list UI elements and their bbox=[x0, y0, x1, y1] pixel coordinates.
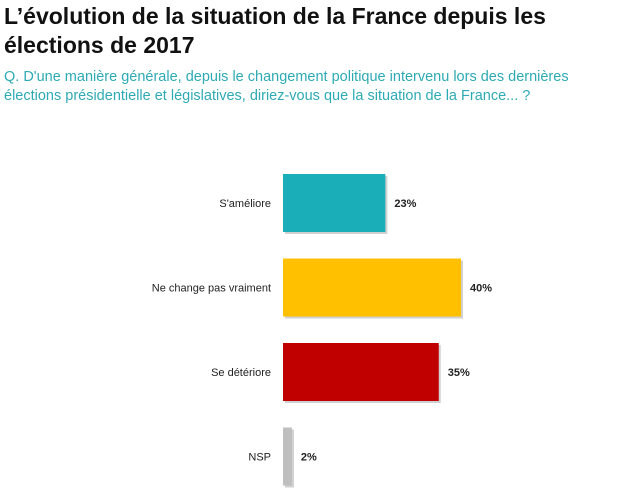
bar-3 bbox=[283, 427, 292, 486]
bar-0 bbox=[283, 174, 386, 232]
chart-title: L’évolution de la situation de la France… bbox=[4, 3, 546, 58]
category-label: Se détériore bbox=[211, 367, 271, 379]
category-label: S'améliore bbox=[219, 198, 271, 210]
bar-1 bbox=[283, 258, 461, 317]
value-label: 35% bbox=[448, 367, 470, 379]
category-label: Ne change pas vraiment bbox=[152, 283, 271, 295]
bar-2 bbox=[283, 343, 439, 401]
value-label: 40% bbox=[470, 283, 492, 295]
survey-question: Q. D'une manière générale, depuis le cha… bbox=[4, 69, 569, 104]
value-label: 23% bbox=[394, 198, 416, 210]
value-label: 2% bbox=[301, 452, 317, 464]
category-label: NSP bbox=[248, 452, 271, 464]
